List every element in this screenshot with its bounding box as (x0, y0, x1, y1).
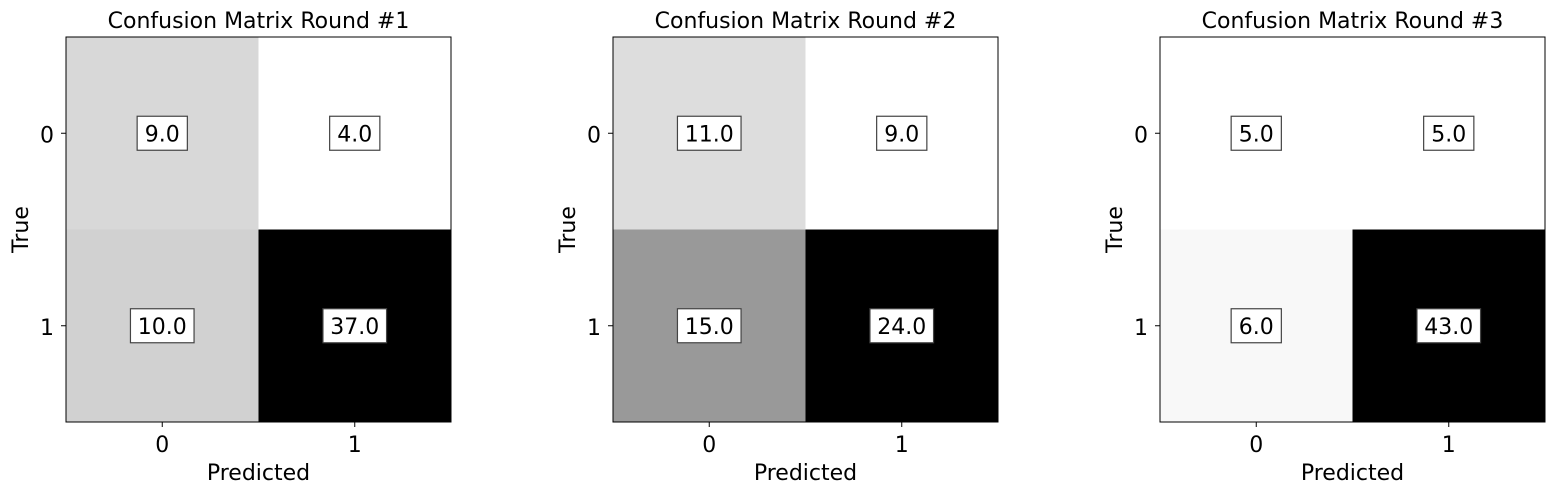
y-tick-label: 1 (40, 316, 54, 341)
y-tick-label: 1 (1134, 316, 1148, 341)
cell-label-box (322, 308, 388, 344)
y-axis-label: True (1103, 206, 1128, 254)
x-axis-label: Predicted (207, 461, 310, 486)
plot-frame (65, 36, 452, 423)
confusion-matrix-panel-3: 5.0 5.0 6.0 43.0 0 1 0 1 Confusion Matrix Round … (1103, 9, 1546, 486)
x-axis-label: Predicted (754, 461, 857, 486)
cell-label-box (1230, 115, 1282, 151)
plot-frame (1159, 36, 1546, 423)
cell-value-label: 43.0 (1424, 315, 1473, 340)
cell-value-label: 5.0 (1239, 122, 1274, 147)
x-tick-label: 0 (702, 433, 716, 458)
plot-frame (612, 36, 999, 423)
y-tick-label: 0 (587, 123, 601, 148)
cell-label-box (329, 115, 381, 151)
chart-title: Confusion Matrix Round #3 (1202, 9, 1504, 34)
cell-label-box (676, 115, 742, 151)
cell-label-box (1423, 115, 1475, 151)
cell-value-label: 15.0 (685, 315, 734, 340)
cell-value-label: 11.0 (685, 122, 734, 147)
y-tick-label: 0 (1134, 123, 1148, 148)
cell-label-box (1230, 308, 1282, 344)
y-tick-label: 0 (40, 123, 54, 148)
y-axis-label: True (9, 206, 34, 254)
cell-label-box (676, 308, 742, 344)
chart-title: Confusion Matrix Round #1 (108, 9, 410, 34)
cell-value-label: 4.0 (337, 122, 372, 147)
cell-label-box (129, 308, 195, 344)
cell-label-box (1416, 308, 1482, 344)
x-tick-label: 0 (1249, 433, 1263, 458)
x-tick-label: 0 (155, 433, 169, 458)
confusion-matrix-panel-2: 11.0 9.0 15.0 24.0 0 1 0 1 Confusion Matrix Roun… (556, 9, 999, 486)
cell-label-box (136, 115, 188, 151)
cell-value-label: 10.0 (138, 315, 187, 340)
cell-value-label: 9.0 (145, 122, 180, 147)
cell-value-label: 9.0 (884, 122, 919, 147)
cell-value-label: 37.0 (330, 315, 379, 340)
y-tick-label: 1 (587, 316, 601, 341)
x-tick-label: 1 (1442, 433, 1456, 458)
cell-value-label: 6.0 (1239, 315, 1274, 340)
x-axis-label: Predicted (1301, 461, 1404, 486)
cell-value-label: 5.0 (1431, 122, 1466, 147)
cell-label-box (876, 115, 928, 151)
cell-label-box (869, 308, 935, 344)
confusion-matrix-panel-1: 9.0 4.0 10.0 37.0 0 1 0 1 Confusion Matrix Round… (9, 9, 452, 486)
y-axis-label: True (556, 206, 581, 254)
x-tick-label: 1 (895, 433, 909, 458)
chart-title: Confusion Matrix Round #2 (655, 9, 957, 34)
cell-value-label: 24.0 (877, 315, 926, 340)
x-tick-label: 1 (348, 433, 362, 458)
